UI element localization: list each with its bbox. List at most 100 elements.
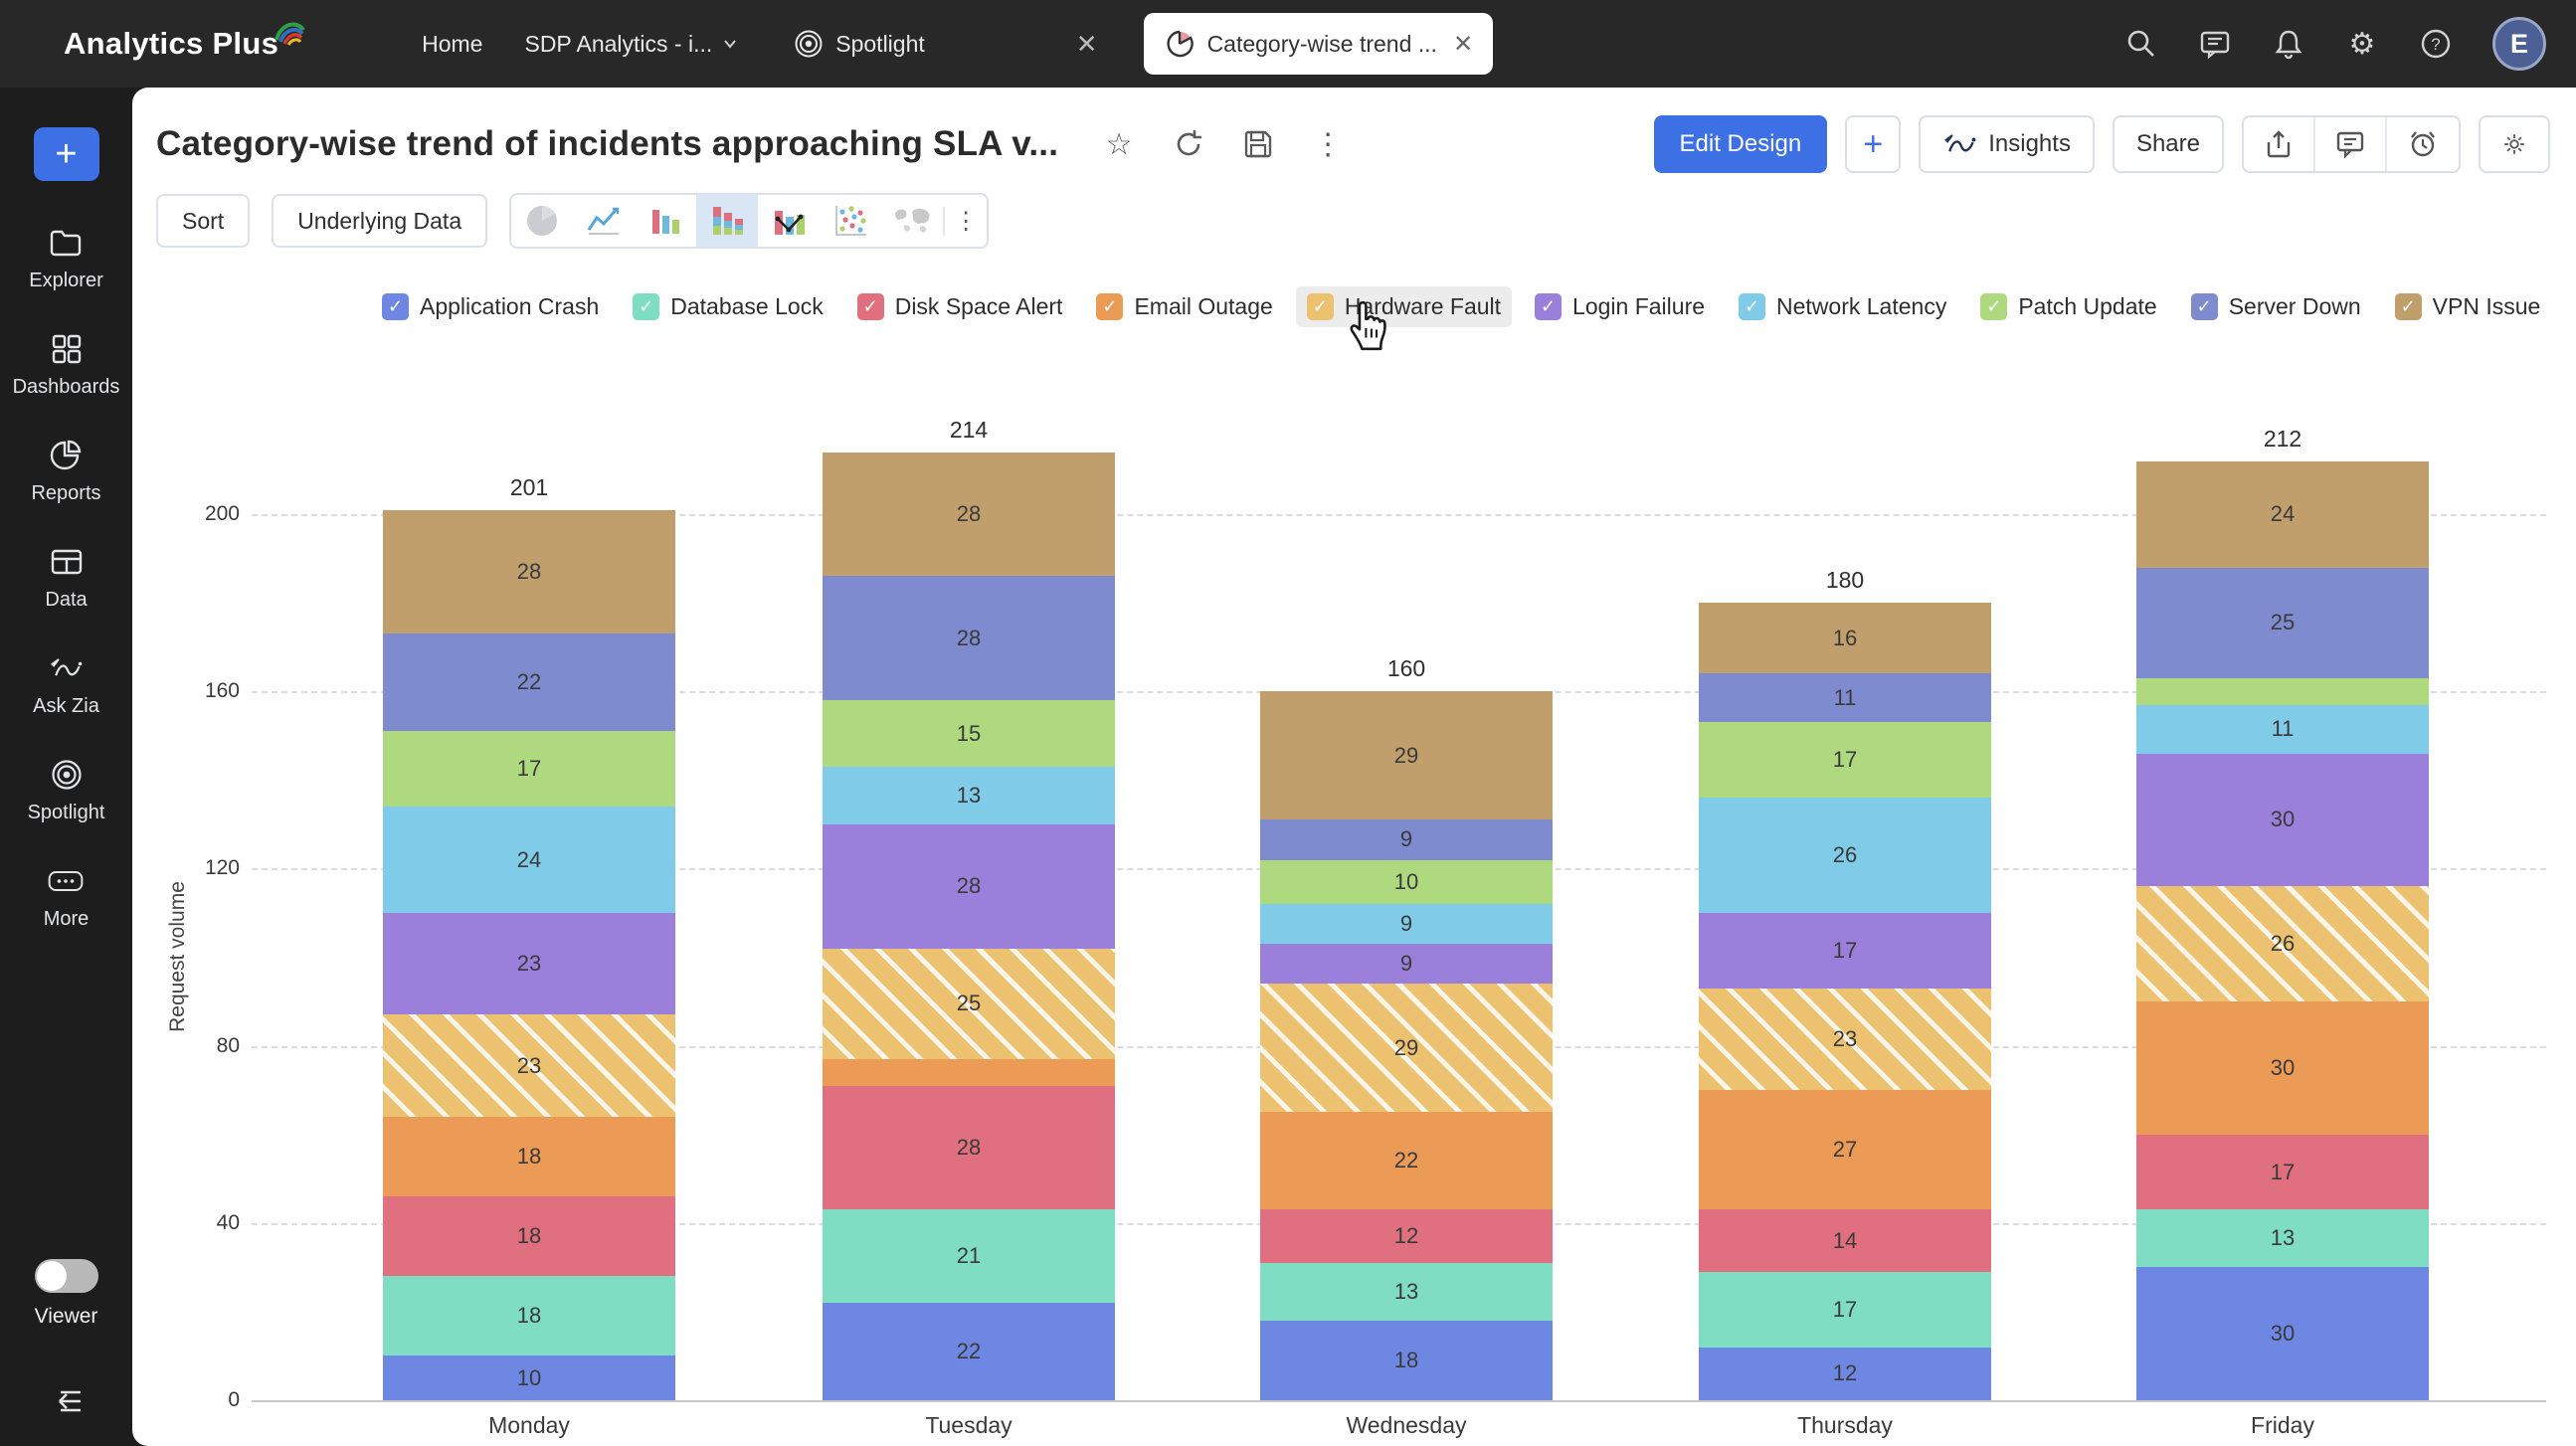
bar-segment[interactable]: 18 [383,1116,675,1197]
sidebar-item-ask-zia[interactable]: Ask Zia [33,650,99,718]
search-icon[interactable] [2124,27,2158,61]
legend-item-database-lock[interactable]: ✓ Database Lock [622,286,833,327]
legend-checkbox-checked[interactable]: ✓ [856,292,884,320]
viewer-toggle[interactable] [34,1259,98,1293]
bar-segment[interactable]: 23 [383,912,675,1015]
line-chart-type-icon[interactable] [573,195,635,247]
bar-segment[interactable]: 13 [823,766,1115,824]
help-icon[interactable]: ? [2419,27,2453,61]
bar-segment[interactable]: 30 [2136,1267,2429,1400]
bar-monday[interactable]: 10 18 18 18 23 23 24 17 22 28 [383,509,675,1400]
bar-segment[interactable]: 9 [1260,904,1553,945]
tab-active-report[interactable]: Category-wise trend ... ✕ [1143,13,1494,75]
legend-checkbox-checked[interactable]: ✓ [2394,292,2422,320]
legend-item-disk-space-alert[interactable]: ✓ Disk Space Alert [846,286,1074,327]
bar-segment[interactable]: 23 [383,1014,675,1117]
sidebar-item-reports[interactable]: Reports [31,438,101,505]
export-icon[interactable] [2244,117,2315,171]
insights-button[interactable]: Insights [1919,115,2095,173]
nav-home[interactable]: Home [422,30,483,57]
bar-segment[interactable]: 21 [823,1209,1115,1303]
legend-checkbox-checked[interactable]: ✓ [1535,292,1563,320]
bar-segment[interactable]: 22 [1260,1112,1553,1210]
bar-tuesday[interactable]: 22 21 28 25 28 13 15 28 28 [823,452,1115,1400]
bar-segment[interactable]: 15 [823,700,1115,767]
share-button[interactable]: Share [2112,115,2224,173]
legend-checkbox-checked[interactable]: ✓ [1306,292,1334,320]
bar-segment[interactable]: 14 [1699,1209,1991,1272]
bar-segment[interactable]: 23 [1699,988,1991,1091]
bar-segment[interactable]: 12 [1260,1209,1553,1263]
legend-checkbox-checked[interactable]: ✓ [633,292,660,320]
pie-chart-type-icon[interactable] [511,195,573,247]
bar-segment[interactable]: 26 [2136,886,2429,1002]
bar-segment[interactable]: 17 [1699,912,1991,989]
bar-segment[interactable]: 27 [1699,1090,1991,1210]
bar-segment[interactable]: 18 [1260,1320,1553,1400]
bar-segment[interactable]: 10 [1260,859,1553,905]
bar-segment[interactable]: 30 [2136,753,2429,887]
legend-item-login-failure[interactable]: ✓ Login Failure [1524,286,1716,327]
sidebar-item-data[interactable]: Data [45,544,88,612]
avatar[interactable]: E [2492,17,2546,71]
scatter-chart-type-icon[interactable] [820,195,881,247]
bar-segment[interactable]: 11 [2136,704,2429,754]
bar-segment[interactable]: 22 [383,633,675,732]
bar-segment[interactable]: 28 [823,452,1115,577]
bar-segment[interactable]: 28 [823,576,1115,701]
bar-segment[interactable]: 13 [1260,1262,1553,1321]
bar-segment[interactable]: 24 [2136,460,2429,568]
close-icon[interactable]: ✕ [1452,30,1474,58]
bell-icon[interactable] [2272,27,2305,61]
create-new-button[interactable]: + [33,127,99,181]
bar-segment[interactable]: 17 [2136,1134,2429,1210]
legend-checkbox-checked[interactable]: ✓ [382,292,409,320]
alert-clock-icon[interactable] [2387,117,2459,171]
bar-segment[interactable]: 29 [1260,691,1553,820]
bar-segment[interactable]: 11 [1699,673,1991,723]
settings-icon[interactable] [2479,115,2550,173]
tab-spotlight[interactable]: Spotlight [794,29,925,59]
bar-segment[interactable]: 28 [823,1085,1115,1210]
bar-segment[interactable]: 26 [1699,798,1991,913]
bar-segment[interactable] [2136,677,2429,705]
bar-segment[interactable]: 13 [2136,1209,2429,1268]
bar-segment[interactable]: 22 [823,1303,1115,1400]
save-icon[interactable] [1241,127,1275,161]
bar-segment[interactable]: 28 [383,509,675,634]
edit-design-button[interactable]: Edit Design [1653,115,1828,173]
legend-checkbox-checked[interactable]: ✓ [1739,292,1766,320]
more-chart-types-icon[interactable]: ⋮ [943,206,987,236]
sidebar-item-explorer[interactable]: Explorer [29,225,103,292]
map-chart-type-icon[interactable] [881,195,943,247]
bar-segment[interactable] [823,1059,1115,1086]
bar-segment[interactable]: 28 [823,823,1115,949]
stacked-bar-chart-type-icon[interactable] [696,195,759,247]
sidebar-item-dashboards[interactable]: Dashboards [13,331,119,399]
legend-item-email-outage[interactable]: ✓ Email Outage [1085,286,1283,327]
legend-item-hardware-fault[interactable]: ✓ Hardware Fault [1295,285,1513,327]
legend-checkbox-checked[interactable]: ✓ [1096,292,1124,320]
bar-segment[interactable]: 30 [2136,1001,2429,1135]
sidebar-item-more[interactable]: More [44,863,89,931]
nav-workspace-dropdown[interactable]: SDP Analytics - i... [524,31,738,58]
bar-segment[interactable]: 17 [383,731,675,808]
kebab-menu-icon[interactable]: ⋮ [1313,127,1344,161]
bar-wednesday[interactable]: 18 13 12 22 29 9 9 10 9 29 [1260,691,1553,1400]
bar-segment[interactable]: 29 [1260,984,1553,1113]
comment-icon[interactable] [2315,117,2387,171]
bar-segment[interactable]: 10 [383,1356,675,1400]
sidebar-item-spotlight[interactable]: Spotlight [28,757,104,824]
legend-checkbox-checked[interactable]: ✓ [2190,292,2218,320]
legend-item-vpn-issue[interactable]: ✓ VPN Issue [2384,286,2552,327]
bar-segment[interactable]: 24 [383,807,675,913]
legend-item-patch-update[interactable]: ✓ Patch Update [1969,286,2167,327]
bar-chart-type-icon[interactable] [635,195,696,247]
underlying-data-button[interactable]: Underlying Data [272,194,488,248]
bar-segment[interactable]: 25 [823,948,1115,1059]
add-button[interactable]: + [1845,115,1902,173]
bar-segment[interactable]: 17 [1699,722,1991,799]
bar-friday[interactable]: 30 13 17 30 26 30 11 25 24 [2136,460,2429,1400]
bar-segment[interactable]: 18 [383,1276,675,1356]
bar-segment[interactable]: 12 [1699,1347,1991,1400]
